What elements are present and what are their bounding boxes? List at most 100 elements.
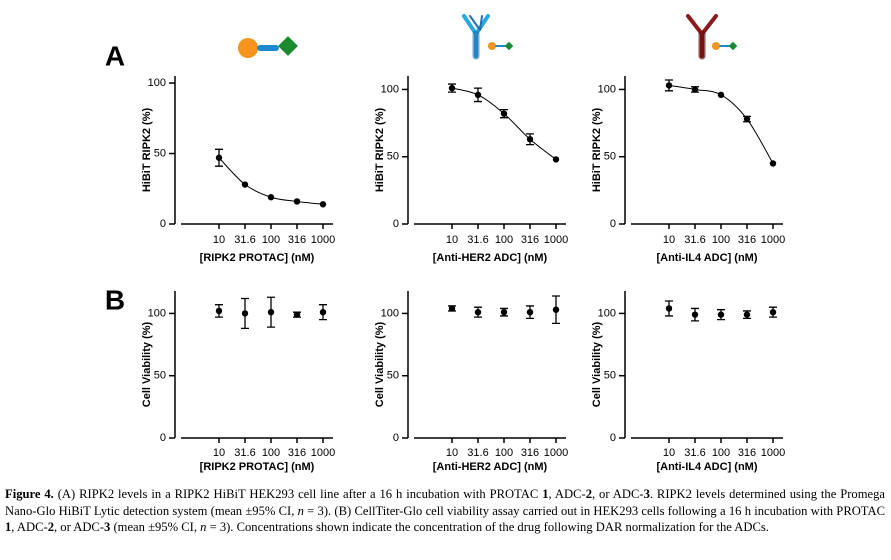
panel-label: B xyxy=(105,284,125,315)
x-tick-label: 316 xyxy=(521,234,539,246)
y-axis-label: Cell Viability (%) xyxy=(374,321,386,407)
caption-run: (mean ±95% CI, xyxy=(110,520,201,534)
figure-caption: Figure 4. (A) RIPK2 levels in a RIPK2 Hi… xyxy=(5,486,885,536)
caption-run: 2 xyxy=(585,487,592,501)
data-point xyxy=(717,311,725,318)
data-point xyxy=(241,310,249,317)
data-point xyxy=(552,156,560,163)
caption-run: 1 xyxy=(5,520,12,534)
y-tick-label: 100 xyxy=(598,307,616,319)
y-tick-label: 50 xyxy=(604,151,616,163)
y-tick-label: 50 xyxy=(154,147,166,159)
x-tick-label: 10 xyxy=(663,234,675,246)
x-tick-label: 10 xyxy=(213,447,225,459)
x-tick-label: 31.6 xyxy=(467,447,488,459)
x-tick-label: 31.6 xyxy=(684,234,705,246)
data-point xyxy=(293,198,301,205)
x-tick-label: 1000 xyxy=(761,447,785,459)
caption-run: n xyxy=(297,503,304,518)
data-point xyxy=(769,308,777,316)
caption-run: 3 xyxy=(643,487,650,501)
y-tick-label: 50 xyxy=(604,370,616,382)
data-point xyxy=(319,201,327,208)
y-tick-label: 0 xyxy=(160,432,166,444)
chart: 0 50 100 10 31.6 100 316 1000 [Anti-HER2 ADC] (n… xyxy=(374,76,568,264)
y-tick-label: 0 xyxy=(393,218,399,230)
x-axis-label: [Anti-HER2 ADC] (nM) xyxy=(433,461,548,473)
chart: 0 50 100 10 31.6 100 316 1000 [RIPK2 PROTAC] (nM… xyxy=(141,291,335,473)
y-tick-label: 0 xyxy=(610,432,616,444)
x-axis-label: [Anti-IL4 ADC] (nM) xyxy=(656,461,757,473)
data-point xyxy=(743,311,751,318)
data-point xyxy=(691,86,699,93)
x-axis-label: [Anti-HER2 ADC] (nM) xyxy=(433,252,548,264)
data-point xyxy=(665,82,673,89)
data-point xyxy=(215,307,223,315)
caption-run: Figure 4. xyxy=(5,487,54,501)
x-tick-label: 31.6 xyxy=(234,234,255,246)
data-point xyxy=(448,84,456,92)
y-tick-label: 0 xyxy=(610,218,616,230)
x-tick-label: 100 xyxy=(495,234,513,246)
x-tick-label: 316 xyxy=(738,234,756,246)
x-tick-label: 1000 xyxy=(311,447,335,459)
caption-run: , or ADC- xyxy=(591,487,644,501)
x-tick-label: 316 xyxy=(738,447,756,459)
x-tick-label: 1000 xyxy=(311,234,335,246)
x-tick-label: 1000 xyxy=(544,447,568,459)
data-point xyxy=(215,154,223,161)
chart: 0 50 100 10 31.6 100 316 1000 [Anti-HER2 ADC] (n… xyxy=(374,291,568,473)
y-tick-label: 0 xyxy=(160,218,166,230)
caption-run: , ADC- xyxy=(11,520,48,534)
data-point xyxy=(267,194,275,201)
y-tick-label: 100 xyxy=(381,307,399,319)
y-tick-label: 50 xyxy=(387,370,399,382)
x-tick-label: 100 xyxy=(495,447,513,459)
caption-run: , or ADC- xyxy=(53,520,105,534)
y-axis-label: Cell Viability (%) xyxy=(591,321,603,407)
x-axis-label: [Anti-IL4 ADC] (nM) xyxy=(656,252,757,264)
x-tick-label: 31.6 xyxy=(234,447,255,459)
data-point xyxy=(526,136,534,143)
y-axis-label: HiBiT RIPK2 (%) xyxy=(374,107,386,192)
x-tick-label: 31.6 xyxy=(684,447,705,459)
y-axis-label: Cell Viability (%) xyxy=(141,321,153,407)
x-axis-label: [RIPK2 PROTAC] (nM) xyxy=(200,461,315,473)
il4-adc-icon xyxy=(686,14,738,60)
data-point xyxy=(769,160,777,167)
y-tick-label: 100 xyxy=(598,83,616,95)
data-point xyxy=(474,91,482,99)
x-tick-label: 100 xyxy=(262,447,280,459)
y-tick-label: 0 xyxy=(393,432,399,444)
y-tick-label: 50 xyxy=(387,151,399,163)
chart: 0 50 100 10 31.6 100 316 1000 [Anti-IL4 ADC] (nM… xyxy=(591,291,785,473)
x-tick-label: 100 xyxy=(712,234,730,246)
x-axis-label: [RIPK2 PROTAC] (nM) xyxy=(200,252,315,264)
data-point xyxy=(526,308,534,316)
data-point xyxy=(500,308,508,316)
data-point xyxy=(691,311,699,318)
data-point xyxy=(293,311,301,318)
x-tick-label: 10 xyxy=(213,234,225,246)
x-tick-label: 100 xyxy=(262,234,280,246)
panel-label: A xyxy=(105,40,125,71)
y-tick-label: 100 xyxy=(148,77,166,89)
her2-adc-icon xyxy=(462,14,514,60)
y-tick-label: 100 xyxy=(381,83,399,95)
data-point xyxy=(241,181,249,188)
caption-run: = 3). (B) CellTiter-Glo cell viability a… xyxy=(303,503,885,518)
data-point xyxy=(717,91,725,99)
x-tick-label: 100 xyxy=(712,447,730,459)
x-tick-label: 10 xyxy=(446,234,458,246)
x-tick-label: 31.6 xyxy=(467,234,488,246)
data-point xyxy=(665,305,673,312)
data-point xyxy=(500,110,508,117)
x-tick-label: 1000 xyxy=(761,234,785,246)
fit-curve xyxy=(451,87,557,160)
chart: 0 50 100 10 31.6 100 316 1000 [RIPK2 PROTAC] (nM… xyxy=(141,76,335,264)
x-tick-label: 316 xyxy=(288,447,306,459)
y-axis-label: HiBiT RIPK2 (%) xyxy=(591,107,603,192)
caption-run: 1 xyxy=(542,487,549,501)
